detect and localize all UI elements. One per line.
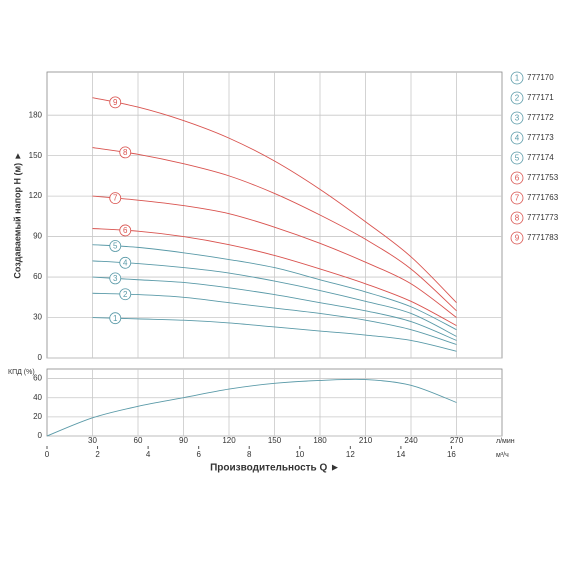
x2-tick-label: 14: [396, 450, 405, 459]
legend-circle: [510, 71, 524, 85]
y-tick-label: 30: [33, 313, 42, 322]
curve-label: 9: [113, 98, 118, 107]
curve-label: 7: [113, 194, 118, 203]
x2-tick-label: 16: [447, 450, 456, 459]
curve: [92, 276, 457, 341]
x2-tick-label: 2: [95, 450, 100, 459]
legend-number: 6: [515, 174, 520, 183]
curve-label: 4: [123, 258, 128, 267]
x-tick-label: 60: [134, 436, 143, 445]
legend-number: 1: [515, 74, 520, 83]
legend-label: 777173: [527, 133, 554, 142]
y-tick-label: 60: [33, 272, 42, 281]
curve: [92, 260, 457, 337]
curve: [46, 378, 457, 437]
legend-number: 9: [515, 234, 520, 243]
legend-label: 777172: [527, 113, 554, 122]
curve: [92, 195, 457, 318]
x-tick-label: 240: [404, 436, 418, 445]
curve-label-circle: [109, 312, 122, 325]
legend-number: 5: [515, 154, 520, 163]
legend-circle: [510, 211, 524, 225]
x-tick-label: 90: [179, 436, 188, 445]
y-tick-label: 60: [33, 374, 42, 383]
curve-label: 5: [113, 242, 118, 251]
legend-label: 7771783: [527, 233, 559, 242]
legend-circle: [510, 171, 524, 185]
x2-tick-label: 10: [295, 450, 304, 459]
x-unit: л/мин: [496, 438, 515, 445]
x2-unit: м³/ч: [496, 452, 509, 459]
y-tick-label: 0: [38, 431, 43, 440]
y-tick-label: 120: [29, 191, 43, 200]
legend-circle: [510, 131, 524, 145]
curve-label-circle: [119, 224, 132, 237]
x-tick-label: 30: [88, 436, 97, 445]
legend-circle: [510, 91, 524, 105]
legend-circle: [510, 231, 524, 245]
legend-number: 3: [515, 114, 520, 123]
x-tick-label: 180: [313, 436, 327, 445]
y-tick-label: 150: [29, 151, 43, 160]
y-tick-label: 40: [33, 393, 42, 402]
curve: [92, 147, 457, 312]
legend-number: 8: [515, 214, 520, 223]
curve-label: 1: [113, 314, 118, 323]
curve-label-circle: [109, 272, 122, 285]
curve-label-circle: [119, 256, 132, 269]
x-axis-label: Производительность Q ►: [210, 463, 340, 474]
curve-label-circle: [119, 146, 132, 159]
x-tick-label: 270: [450, 436, 464, 445]
legend-label: 7771753: [527, 173, 559, 182]
curve-label: 8: [123, 148, 128, 157]
x2-tick-label: 12: [346, 450, 355, 459]
curve: [92, 228, 457, 327]
y-tick-label: 90: [33, 232, 42, 241]
legend-number: 7: [515, 194, 520, 203]
legend-label: 777171: [527, 93, 554, 102]
curve: [92, 97, 457, 304]
x2-tick-label: 6: [196, 450, 201, 459]
curve-label-circle: [109, 240, 122, 252]
x-tick-label: 150: [268, 436, 282, 445]
y-tick-label: 0: [38, 353, 43, 362]
y-axis-label: Создаваемый напор H (м) ►: [12, 151, 22, 278]
efficiency-axis-label: КПД (%): [8, 369, 35, 376]
x2-tick-label: 4: [146, 450, 151, 459]
curve-label: 2: [123, 290, 128, 299]
curve-label: 3: [113, 274, 118, 283]
x2-tick-label: 0: [45, 450, 50, 459]
x2-tick-label: 8: [247, 450, 252, 459]
legend-label: 7771773: [527, 213, 559, 222]
legend-label: 7771763: [527, 193, 559, 202]
legend-circle: [510, 111, 524, 125]
curve: [92, 292, 457, 345]
curve: [92, 317, 457, 352]
legend-circle: [510, 191, 524, 205]
y-tick-label: 180: [29, 110, 43, 119]
x-tick-label: 120: [222, 436, 236, 445]
x-tick-label: 210: [359, 436, 373, 445]
legend-label: 777170: [527, 73, 554, 82]
legend-number: 4: [515, 134, 520, 143]
legend-label: 777174: [527, 153, 554, 162]
curve-label-circle: [109, 96, 122, 109]
curve-label-circle: [119, 288, 132, 301]
y-tick-label: 20: [33, 412, 42, 421]
legend-number: 2: [515, 94, 520, 103]
curve: [92, 244, 457, 331]
curve-label-circle: [109, 192, 122, 205]
curve-label: 6: [123, 226, 128, 235]
legend-circle: [510, 151, 524, 165]
